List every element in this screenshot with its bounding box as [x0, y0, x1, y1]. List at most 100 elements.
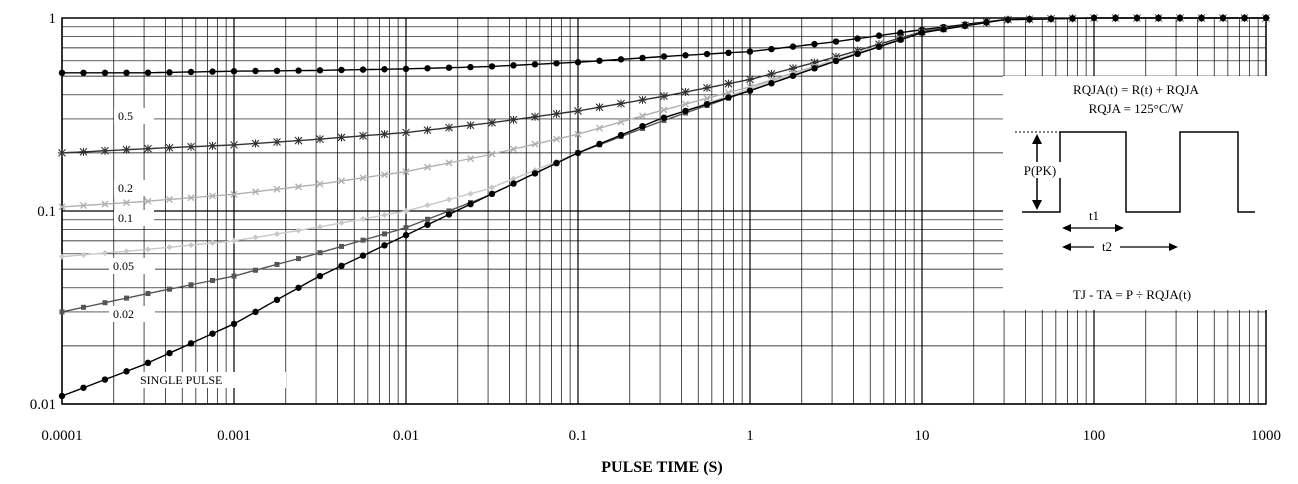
curve-0-05-marker: [166, 244, 173, 251]
t2-arrow-left-head: [1062, 243, 1071, 251]
curve-0-1-marker: [381, 171, 388, 179]
curve-0-2-marker: [380, 130, 389, 139]
curve-0-5-marker: [854, 35, 861, 42]
curve-0-5-marker: [660, 53, 668, 60]
curve-0-02-marker: [317, 250, 323, 256]
curve-0-2-marker: [101, 146, 109, 155]
curve-0-5-marker: [488, 63, 496, 70]
curve-label-background: [109, 306, 155, 322]
curve-single-pulse-marker: [1241, 14, 1248, 22]
t2-arrow-right-head: [1169, 243, 1178, 251]
curve-0-5-marker: [166, 69, 173, 76]
x-tick-label: 0.001: [217, 428, 251, 444]
curve-0-5-marker: [101, 69, 109, 77]
t1-arrow-right-head: [1115, 224, 1124, 232]
curve-single-pulse-marker: [252, 308, 259, 316]
curve-0-5-marker: [553, 60, 560, 67]
curve-0-5-marker: [209, 68, 216, 75]
curve-0-05-marker: [102, 250, 108, 257]
curve-0-2-marker: [423, 126, 432, 135]
curve-0-1-marker: [402, 168, 410, 176]
x-tick-label: 0.0001: [41, 428, 82, 444]
curve-single-pulse-marker: [811, 65, 818, 72]
curve-0-05-marker: [188, 242, 194, 249]
curve-0-5-marker: [402, 65, 410, 73]
curve-0-1-marker: [58, 203, 66, 211]
curve-label-background: [136, 372, 286, 388]
y-tick-label: 0.01: [30, 397, 56, 413]
curve-0-2-marker: [251, 139, 260, 148]
curve-0-1-marker: [510, 145, 517, 153]
curve-0-1-marker: [553, 135, 560, 143]
curve-0-2-marker: [681, 88, 690, 97]
curve-0-02-marker: [81, 304, 86, 310]
curve-0-5-marker: [768, 45, 775, 53]
y-tick-label: 0.1: [37, 204, 56, 220]
x-axis-label: PULSE TIME (S): [601, 459, 723, 476]
curve-single-pulse-marker: [1176, 14, 1184, 22]
curve-single-pulse-marker: [230, 320, 238, 328]
x-tick-labels: 0.0001 0.001 0.01 0.1 1 10 100 1000: [41, 428, 1281, 444]
curve-0-1-marker: [123, 199, 130, 207]
curve-single-pulse-marker: [1112, 14, 1119, 22]
curve-single-pulse-marker: [209, 330, 216, 337]
annotation-box: RQJA(t) = R(t) + RQJA RQJA = 125°C/W P(P…: [1003, 76, 1269, 310]
curve-0-05-marker: [252, 234, 259, 241]
curve-single-pulse-marker: [1047, 15, 1055, 23]
curve-0-02-marker: [403, 225, 409, 231]
curve-0-2-marker: [703, 83, 711, 92]
curve-0-05-marker: [209, 240, 216, 247]
curve-single-pulse-marker: [746, 87, 754, 94]
curve-single-pulse-marker: [1026, 16, 1033, 23]
curve-0-1-marker: [488, 150, 496, 158]
curve-single-pulse-marker: [1219, 14, 1227, 22]
curve-0-5-marker: [295, 67, 302, 74]
curve-single-pulse-marker: [123, 368, 130, 375]
curve-0-5-marker: [617, 56, 625, 63]
curve-single-pulse-marker: [789, 72, 797, 79]
curve-0-2-marker: [466, 121, 475, 130]
curve-single-pulse-marker: [639, 122, 646, 130]
curve-0-1-marker: [166, 195, 173, 203]
curve-0-2-marker: [552, 109, 561, 118]
curve-0-5-marker: [230, 68, 238, 75]
curve-0-02-marker: [231, 273, 237, 279]
curve-0-05-marker: [145, 246, 151, 253]
curve-label-background: [114, 210, 154, 226]
curve-single-pulse-marker: [660, 114, 668, 121]
curve-label: 0.5: [118, 109, 133, 123]
curve-0-5-marker: [252, 67, 259, 75]
x-tick-label: 0.01: [393, 428, 419, 444]
t2-label: t2: [1102, 239, 1112, 254]
curve-single-pulse-marker: [897, 36, 904, 43]
curve-0-2-marker: [79, 147, 88, 156]
curve-single-pulse-marker: [316, 272, 324, 280]
curve-label: SINGLE PULSE: [140, 373, 222, 387]
curve-0-1-marker: [252, 188, 259, 196]
curve-single-pulse-marker: [144, 359, 152, 367]
curve-0-05-marker: [467, 190, 474, 197]
curve-single-pulse-marker: [359, 252, 367, 259]
curve-0-02-marker: [446, 208, 452, 214]
curve-single-pulse-marker: [58, 392, 66, 400]
curve-0-05-marker: [295, 227, 302, 234]
curve-0-1-marker: [424, 163, 431, 171]
curve-0-2-marker: [531, 112, 539, 121]
curve-0-02-marker: [188, 282, 194, 288]
curve-label: 0.05: [113, 259, 134, 273]
curve-single-pulse-marker: [101, 376, 109, 383]
curve-0-1-marker: [531, 140, 539, 148]
x-tick-label: 10: [915, 428, 930, 444]
curve-single-pulse-marker: [854, 50, 861, 58]
curve-0-5-marker: [123, 69, 130, 77]
curve-0-1-marker: [316, 180, 324, 188]
ppk-label: P(PK): [1024, 163, 1057, 178]
curve-0-02-marker: [274, 261, 280, 267]
curve-0-5-marker: [359, 66, 367, 73]
curve-single-pulse-marker: [531, 170, 539, 177]
t1-label: t1: [1089, 208, 1099, 223]
curve-single-pulse-marker: [768, 80, 775, 87]
curve-0-5-marker: [725, 49, 732, 57]
curve-0-2-marker: [230, 140, 238, 149]
curve-single-pulse-marker: [703, 100, 711, 108]
